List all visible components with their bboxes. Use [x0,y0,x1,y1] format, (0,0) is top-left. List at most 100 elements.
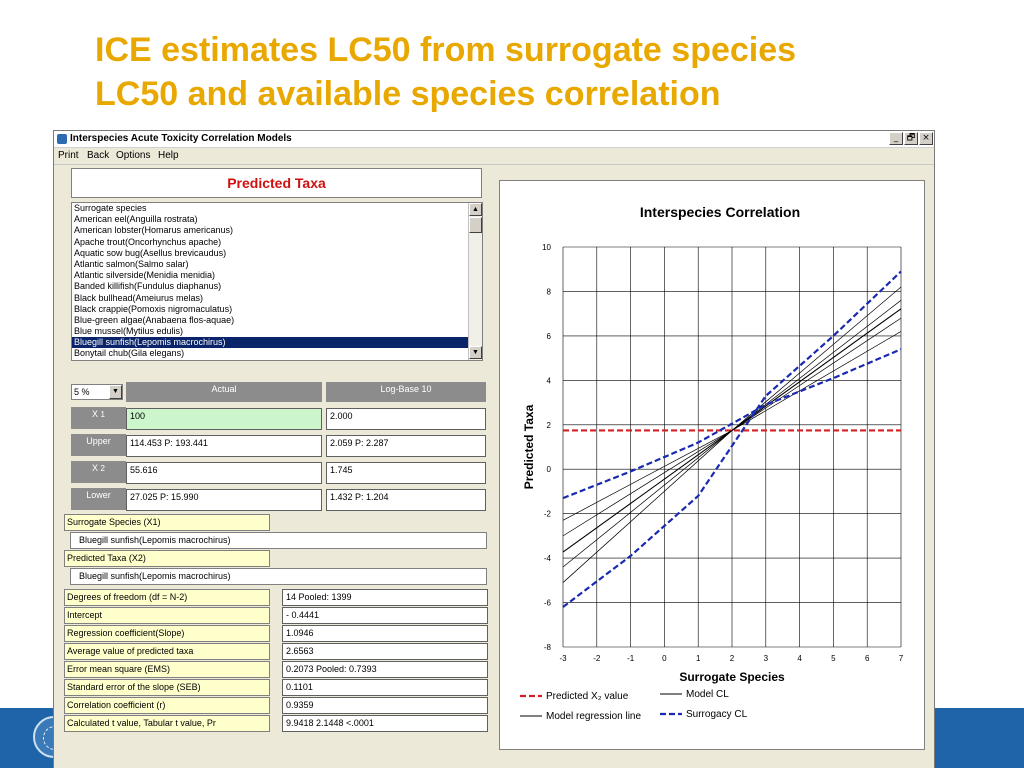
y-tick-label: -2 [544,510,552,519]
slide-title: ICE estimates LC50 from surrogate specie… [95,28,995,116]
menu-print[interactable]: Print [58,150,79,161]
species-list-item[interactable]: Black crappie(Pomoxis nigromaculatus) [74,303,233,314]
col-header-actual: Actual [126,382,322,402]
restore-button[interactable]: 🗗 [904,132,918,145]
stat-label: Intercept [64,607,270,624]
species-scrollbar[interactable]: ▲ ▼ [468,203,482,360]
legend-label-3: Surrogacy CL [686,709,748,720]
stat-label: Average value of predicted taxa [64,643,270,660]
predicted-taxa-label: Predicted Taxa (X2) [64,550,270,567]
x-tick-label: 4 [797,654,802,663]
species-list-item[interactable]: American lobster(Homarus americanus) [74,225,234,236]
x-tick-label: -1 [627,654,635,663]
menu-help[interactable]: Help [158,150,179,161]
x1-actual-input[interactable]: 100 [126,408,322,430]
species-list-item[interactable]: Blue-green algae(Anabaena flos-aquae) [74,314,235,325]
stat-value: 1.0946 [282,625,488,642]
x-tick-label: 7 [899,654,904,663]
stat-value: 0.2073 Pooled: 0.7393 [282,661,488,678]
app-window: Interspecies Acute Toxicity Correlation … [53,130,935,768]
predicted-taxa-header: Predicted Taxa [71,168,482,198]
series-line-6 [562,348,902,500]
scroll-thumb[interactable] [469,217,482,233]
x-tick-label: -2 [593,654,601,663]
stat-value: - 0.4441 [282,607,488,624]
chart-title: Interspecies Correlation [640,204,800,220]
series-line-7 [562,270,902,608]
y-tick-label: 8 [547,287,552,296]
y-tick-label: 4 [547,376,552,385]
series-line-5 [562,300,902,568]
x-tick-label: 6 [865,654,870,663]
y-tick-label: 6 [547,332,552,341]
species-list-item[interactable]: Bonytail chub(Gila elegans) [74,348,185,359]
legend-label-0: Predicted X₂ value [546,691,629,702]
x-tick-label: 0 [662,654,667,663]
stat-value: 0.1101 [282,679,488,696]
y-tick-label: -8 [544,643,552,652]
y-tick-label: 2 [547,421,552,430]
row-label-x1: X 1 [71,407,126,429]
window-title: Interspecies Acute Toxicity Correlation … [70,133,292,144]
stat-label: Standard error of the slope (SEB) [64,679,270,696]
species-list-item[interactable]: Surrogate species [74,203,147,213]
x-tick-label: 2 [730,654,735,663]
confidence-select[interactable]: 5 % ▼ [71,384,123,400]
species-list-item[interactable]: Bluegill sunfish(Lepomis macrochirus) [72,337,482,349]
x-tick-label: 5 [831,654,836,663]
x2-log-value: 1.745 [326,462,486,484]
x1-log-value: 2.000 [326,408,486,430]
window-titlebar[interactable]: Interspecies Acute Toxicity Correlation … [54,131,934,148]
scroll-down-icon[interactable]: ▼ [469,346,482,359]
correlation-chart: Interspecies Correlation -3 -2 -1 0 1 2 3 4 5 6 7 -8… [520,204,904,722]
stat-label: Degrees of freedom (df = N-2) [64,589,270,606]
minimize-button[interactable]: _ [889,132,903,145]
slide-title-line2: LC50 and available species correlation [95,75,721,113]
stat-label: Calculated t value, Tabular t value, Pr [64,715,270,732]
y-axis-label: Predicted Taxa [522,404,536,489]
surrogate-species-label: Surrogate Species (X1) [64,514,270,531]
x-axis-label: Surrogate Species [679,670,785,684]
x2-actual-value: 55.616 [126,462,322,484]
legend-label-2: Model regression line [546,711,641,722]
species-list-item[interactable]: Atlantic silverside(Menidia menidia) [74,270,216,281]
stat-label: Correlation coefficient (r) [64,697,270,714]
chart-panel: Interspecies Correlation -3 -2 -1 0 1 2 3 4 5 6 7 -8… [499,180,925,750]
x-tick-label: 3 [764,654,769,663]
menubar: Print Back Options Help [54,148,934,165]
menu-back[interactable]: Back [87,150,110,161]
menu-options[interactable]: Options [116,150,151,161]
close-button[interactable]: × [919,132,933,145]
chevron-down-icon[interactable]: ▼ [109,385,122,399]
x-tick-label: 1 [696,654,701,663]
y-tick-label: -6 [544,599,552,608]
app-icon [57,134,67,144]
stat-label: Error mean square (EMS) [64,661,270,678]
species-list-item[interactable]: Banded killifish(Fundulus diaphanus) [74,281,222,292]
y-tick-label: 0 [547,465,552,474]
lower-log-value: 1.432 P: 1.204 [326,489,486,511]
species-list-item[interactable]: Black bullhead(Ameiurus melas) [74,292,204,303]
predicted-taxa-value: Bluegill sunfish(Lepomis macrochirus) [70,568,487,585]
species-list-item[interactable]: Atlantic salmon(Salmo salar) [74,258,189,269]
upper-actual-value: 114.453 P: 193.441 [126,435,322,457]
row-label-upper: Upper [71,434,126,456]
scroll-up-icon[interactable]: ▲ [469,203,482,216]
species-listbox[interactable]: Surrogate species American eel(Anguilla r… [71,202,483,361]
surrogate-species-value: Bluegill sunfish(Lepomis macrochirus) [70,532,487,549]
col-header-log: Log-Base 10 [326,382,486,402]
stat-value: 14 Pooled: 1399 [282,589,488,606]
species-list-item[interactable]: Blue mussel(Mytilus edulis) [74,326,184,337]
confidence-value: 5 % [74,387,90,397]
slide-title-line1: ICE estimates LC50 from surrogate specie… [95,31,797,69]
species-list-item[interactable]: Apache trout(Oncorhynchus apache) [74,236,222,247]
row-label-x2: X 2 [71,461,126,483]
stat-value: 2.6563 [282,643,488,660]
y-tick-label: -4 [544,554,552,563]
species-list-item[interactable]: Aquatic sow bug(Asellus brevicaudus) [74,247,227,258]
stat-value: 0.9359 [282,697,488,714]
legend-label-1: Model CL [686,689,729,700]
stat-label: Regression coefficient(Slope) [64,625,270,642]
x-tick-label: -3 [559,654,567,663]
species-list-item[interactable]: American eel(Anguilla rostrata) [74,214,198,225]
